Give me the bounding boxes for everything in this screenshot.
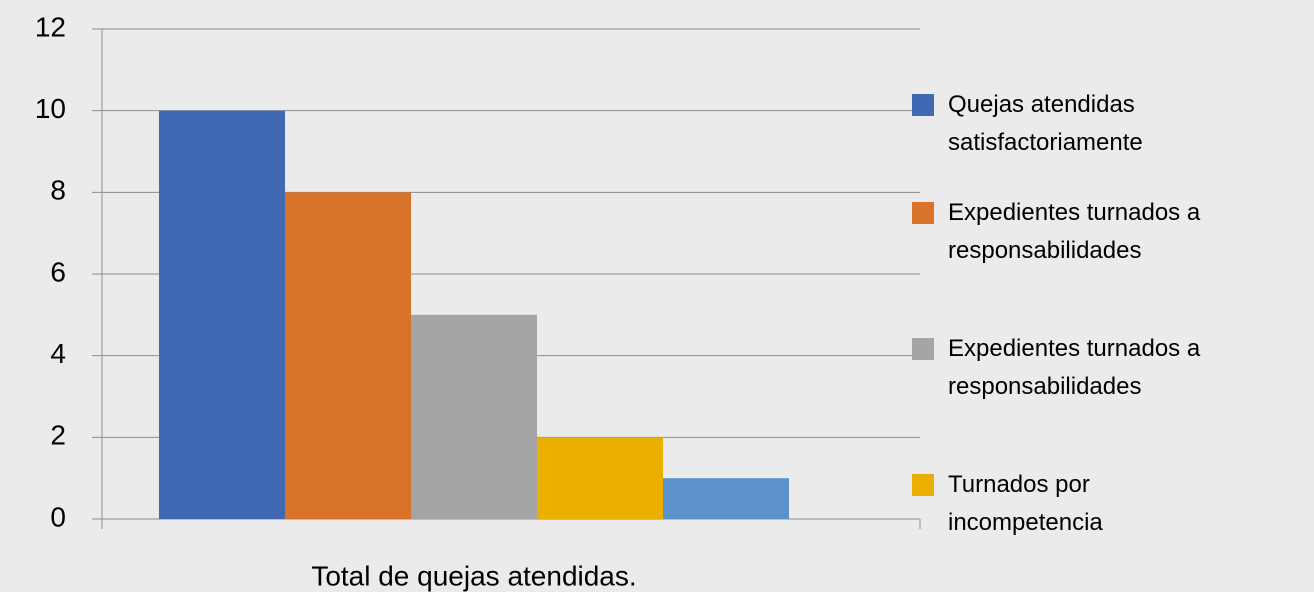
y-tick-label: 2: [50, 420, 66, 451]
legend-item: Turnados por incompetencia: [912, 466, 1314, 542]
legend-item: Expedientes turnados a responsabilidades: [912, 194, 1314, 270]
y-tick-label: 4: [50, 338, 66, 369]
legend-label: Quejas atendidas satisfactoriamente: [948, 91, 1143, 156]
x-tick-label: Total de quejas atendidas.: [311, 560, 636, 591]
bar: [159, 110, 285, 520]
legend-item: Expedientes turnados a responsabilidades: [912, 330, 1314, 406]
bar: [663, 478, 789, 519]
bar: [285, 192, 411, 520]
legend-label: Expedientes turnados a responsabilidades: [948, 199, 1201, 264]
legend-label: Expedientes turnados a responsabilidades: [948, 335, 1201, 400]
legend-swatch: [912, 474, 934, 496]
y-tick-label: 12: [35, 11, 66, 42]
y-tick-label: 0: [50, 501, 66, 532]
legend-item: Quejas atendidas satisfactoriamente: [912, 86, 1314, 162]
legend-swatch: [912, 94, 934, 116]
bar: [537, 437, 663, 519]
y-tick-label: 8: [50, 175, 66, 206]
y-tick-label: 6: [50, 256, 66, 287]
bar: [411, 314, 537, 519]
legend-swatch: [912, 202, 934, 224]
legend-label: Turnados por incompetencia: [948, 471, 1103, 536]
y-tick-label: 10: [35, 93, 66, 124]
legend-swatch: [912, 338, 934, 360]
